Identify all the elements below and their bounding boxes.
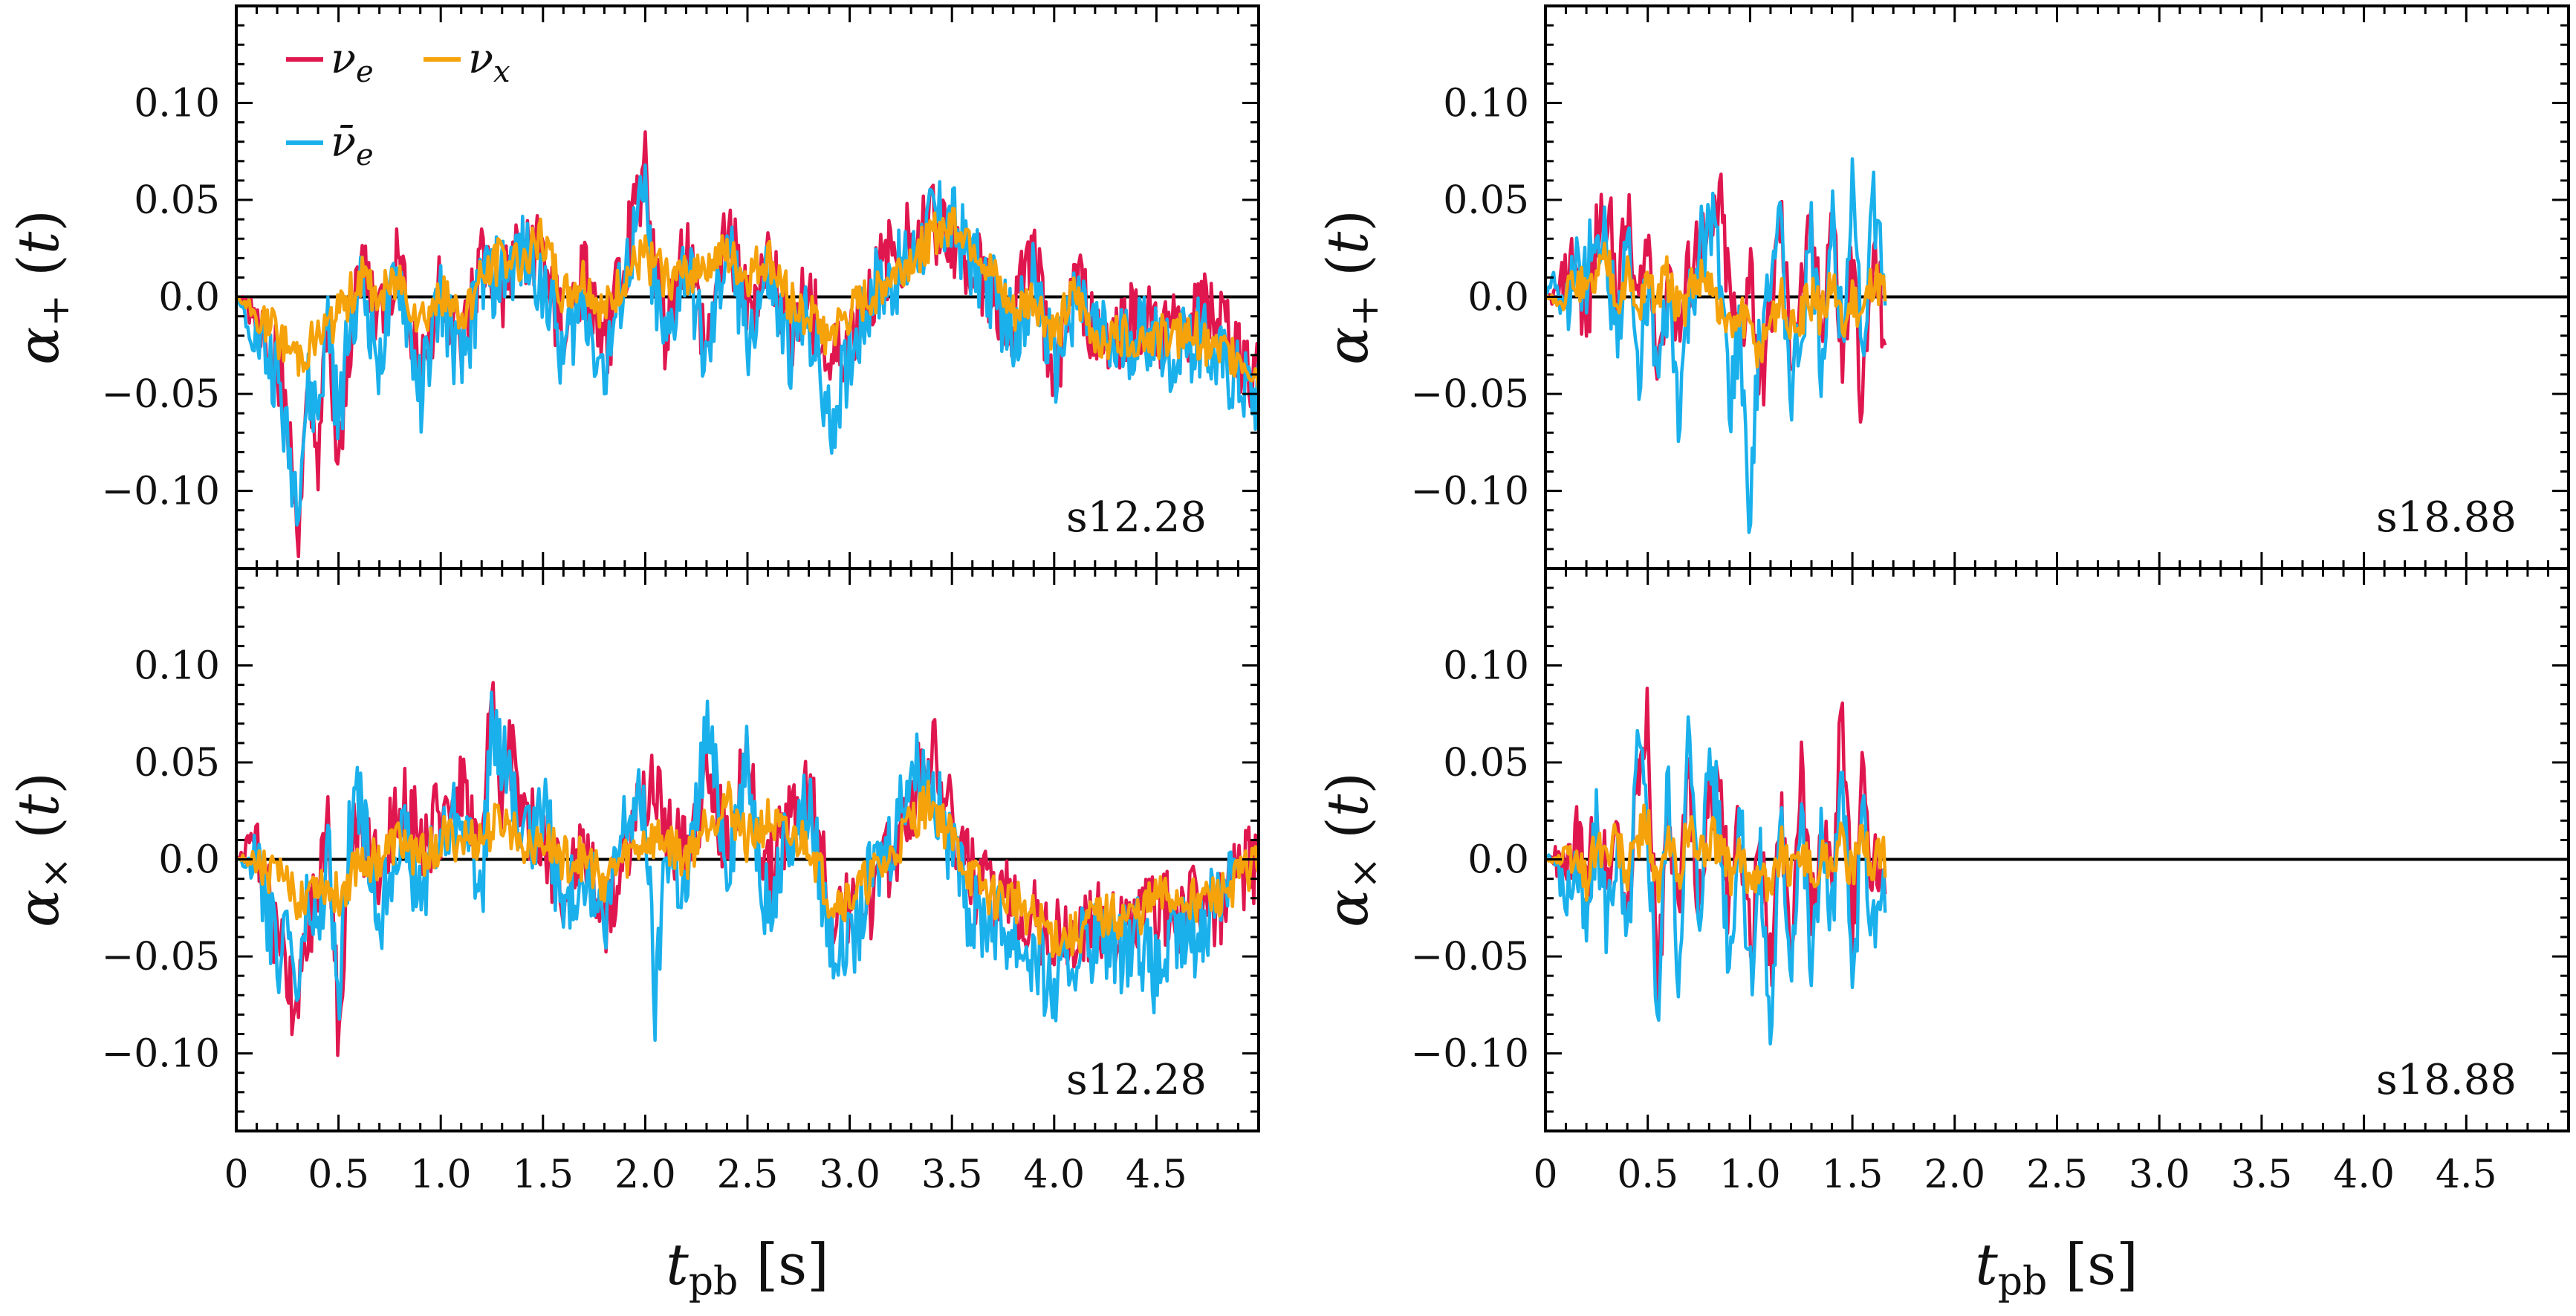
legend: νe νx ν̄e (286, 35, 510, 172)
y-tick-label: 0.0 (1467, 276, 1529, 320)
panel-bottom-right: 0.10 0.05 0.0 −0.05 −0.10 0 0.5 1.0 1.5 2.0 2.5 3.0… (1314, 567, 2570, 1197)
x-tick-label: 4.5 (1126, 1153, 1187, 1197)
y-tick-label: −0.10 (102, 470, 220, 514)
y-tick-label: −0.05 (1411, 935, 1529, 979)
x-tick-label: 3.0 (819, 1153, 880, 1197)
y-tick-label: 0.10 (1443, 82, 1529, 126)
x-tick-label: 2.0 (614, 1153, 676, 1197)
y-axis-title: α× (t) (1314, 772, 1387, 927)
y-tick-label: 0.10 (1443, 644, 1529, 689)
series-line-nu-e (1545, 172, 1887, 424)
y-tick-label: 0.05 (1443, 178, 1529, 223)
model-label: s18.88 (2376, 1056, 2517, 1104)
x-tick-label: 3.5 (2231, 1153, 2293, 1197)
x-axis-titles: tpb [s] tpb [s] (666, 1231, 2138, 1304)
x-tick-label: 4.0 (2333, 1153, 2395, 1197)
x-axis-title-right: tpb [s] (1975, 1231, 2138, 1304)
x-tick-label: 1.5 (512, 1153, 574, 1197)
panel-top-right: 0.10 0.05 0.0 −0.05 −0.10 α+ (t) s18.88 (1314, 4, 2570, 570)
y-tick-label: 0.05 (134, 178, 220, 223)
y-tick-label: 0.10 (134, 644, 220, 689)
y-tick-label: 0.0 (1467, 838, 1529, 883)
series-line-nu-e-bar (236, 690, 1239, 1043)
model-label: s12.28 (1066, 493, 1207, 542)
panels: 0.10 0.05 0.0 −0.05 −0.10 α+ (t) s12.28 0.10 0.0… (5, 4, 2570, 1197)
series-line-nu-x (1545, 242, 1887, 369)
x-tick-label: 2.5 (717, 1153, 779, 1197)
x-tick-label: 0 (1533, 1153, 1557, 1197)
panel-top-left: 0.10 0.05 0.0 −0.05 −0.10 α+ (t) s12.28 (5, 4, 1260, 570)
y-tick-label: −0.10 (102, 1032, 220, 1077)
legend-item: νe (286, 35, 374, 89)
x-tick-label: 1.0 (1719, 1153, 1781, 1197)
x-tick-label: 0 (224, 1153, 248, 1197)
x-tick-label: 0.5 (1617, 1153, 1678, 1197)
x-tick-label: 2.0 (1924, 1153, 1985, 1197)
y-tick-label: −0.10 (1411, 1032, 1529, 1077)
legend-label: ν̄e (331, 118, 374, 172)
y-tick-label: −0.05 (102, 372, 220, 417)
model-label: s18.88 (2376, 493, 2517, 542)
model-label: s12.28 (1066, 1056, 1207, 1104)
x-tick-label: 2.5 (2026, 1153, 2088, 1197)
x-tick-label: 4.0 (1023, 1153, 1085, 1197)
series-line-nu-x (1545, 803, 1887, 904)
legend-item: νx (424, 35, 510, 89)
y-tick-label: −0.05 (102, 935, 220, 979)
x-tick-label: 1.5 (1822, 1153, 1884, 1197)
series-line-nu-x (236, 207, 1259, 390)
y-axis-title: α× (t) (5, 772, 78, 927)
x-axis-title-left: tpb [s] (666, 1231, 829, 1304)
y-tick-label: 0.05 (134, 741, 220, 785)
y-tick-label: −0.10 (1411, 470, 1529, 514)
series-line-nu-e-bar (1545, 157, 1887, 534)
y-tick-label: 0.0 (158, 276, 220, 320)
legend-label: νe (331, 35, 374, 89)
x-tick-label: 3.0 (2129, 1153, 2190, 1197)
panel-bottom-left: 0.10 0.05 0.0 −0.05 −0.10 0 0.5 1.0 1.5 2.0 2.5 3.0… (5, 567, 1260, 1197)
x-tick-label: 1.0 (410, 1153, 472, 1197)
legend-label: νx (468, 35, 510, 89)
y-tick-label: 0.05 (1443, 741, 1529, 785)
legend-item: ν̄e (286, 118, 374, 172)
x-tick-label: 0.5 (308, 1153, 369, 1197)
y-axis-title: α+ (t) (5, 210, 78, 365)
x-tick-label: 4.5 (2436, 1153, 2497, 1197)
y-tick-label: 0.10 (134, 82, 220, 126)
series-line-nu-e-bar (1545, 715, 1887, 1046)
series-line-nu-x (236, 779, 1259, 959)
x-tick-label: 3.5 (921, 1153, 983, 1197)
y-axis-title: α+ (t) (1314, 210, 1387, 365)
y-tick-label: −0.05 (1411, 372, 1529, 417)
y-tick-label: 0.0 (158, 838, 220, 883)
